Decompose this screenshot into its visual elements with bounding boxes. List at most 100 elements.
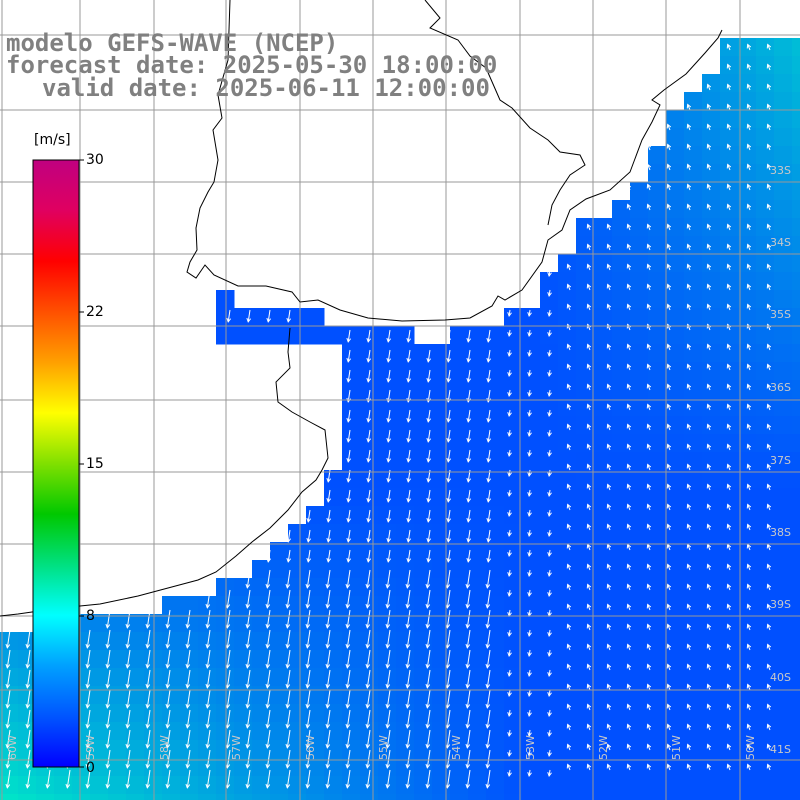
wind-arrow-head (606, 383, 612, 389)
wind-arrow-head (326, 477, 332, 483)
wind-cell (666, 794, 685, 800)
wind-arrow-head (365, 683, 371, 689)
wind-cell (738, 146, 757, 165)
wind-arrow-head (547, 532, 552, 537)
wind-arrow-head (346, 377, 352, 383)
wind-cell (90, 722, 109, 741)
wind-arrow-head (686, 103, 692, 109)
wind-cell (774, 200, 793, 219)
wind-cell (378, 506, 397, 525)
wind-arrow-head (25, 783, 31, 789)
wind-arrow-head (406, 337, 412, 343)
wind-cell (378, 686, 397, 705)
wind-cell (684, 740, 703, 759)
wind-cell (702, 506, 721, 525)
wind-cell (666, 146, 685, 165)
wind-cell (720, 164, 739, 183)
wind-cell (486, 776, 505, 795)
wind-arrow-head (646, 603, 652, 609)
wind-cell (486, 416, 505, 435)
wind-cell (684, 488, 703, 507)
wind-arrow-head (706, 763, 712, 769)
wind-arrow (306, 769, 311, 788)
wind-arrow-head (286, 317, 292, 323)
wind-arrow-head (385, 683, 391, 689)
wind-cell (144, 650, 163, 669)
wind-arrow-head (606, 603, 612, 609)
wind-arrow (347, 549, 351, 562)
wind-arrow (426, 749, 431, 768)
wind-arrow-head (626, 303, 632, 309)
wind-arrow-head (406, 357, 412, 363)
wind-arrow-head (345, 783, 351, 789)
wind-arrow (146, 689, 151, 708)
wind-arrow (26, 709, 31, 728)
wind-arrow (286, 569, 291, 588)
wind-arrow-head (205, 783, 211, 789)
wind-cell (684, 326, 703, 345)
wind-cell (396, 398, 415, 417)
wind-cell (720, 452, 739, 471)
wind-cell (594, 236, 613, 255)
wind-cell (378, 704, 397, 723)
wind-cell (630, 380, 649, 399)
wind-arrow-head (606, 303, 612, 309)
wind-cell (558, 326, 577, 345)
wind-arrow (367, 489, 371, 502)
wind-arrow (246, 609, 251, 628)
wind-arrow (346, 649, 351, 668)
wind-arrow-head (105, 623, 111, 629)
wind-cell (684, 92, 703, 111)
wind-cell (450, 362, 469, 381)
wind-cell (162, 758, 181, 777)
wind-arrow (366, 669, 371, 688)
wind-cell (270, 560, 289, 579)
wind-arrow-head (426, 517, 432, 523)
wind-arrow-head (626, 263, 632, 269)
wind-cell (576, 542, 595, 561)
wind-cell (234, 704, 253, 723)
wind-arrow-head (386, 337, 392, 343)
wind-arrow-head (666, 383, 672, 389)
wind-arrow (126, 689, 131, 708)
wind-arrow-head (125, 663, 131, 669)
wind-arrow (206, 669, 211, 688)
wind-arrow (467, 369, 471, 382)
wind-cell (684, 560, 703, 579)
wind-arrow-head (285, 643, 291, 649)
wind-cell (666, 128, 685, 147)
wind-arrow-head (345, 723, 351, 729)
wind-cell (252, 704, 271, 723)
wind-cell (486, 722, 505, 741)
wind-arrow-head (566, 683, 572, 689)
wind-cell (612, 632, 631, 651)
wind-cell (270, 794, 289, 800)
wind-cell (738, 794, 757, 800)
wind-cell (738, 668, 757, 687)
wind-arrow (446, 749, 451, 768)
wind-arrow-head (566, 363, 572, 369)
wind-cell (558, 776, 577, 795)
wind-cell (18, 686, 37, 705)
wind-arrow-head (766, 263, 772, 269)
wind-arrow (66, 769, 71, 788)
wind-cell (18, 794, 37, 800)
wind-arrow (86, 769, 91, 788)
wind-cell (414, 776, 433, 795)
wind-arrow-head (125, 643, 131, 649)
wind-arrow (126, 669, 131, 688)
wind-cell (738, 686, 757, 705)
wind-arrow (326, 729, 331, 748)
wind-cell (522, 362, 541, 381)
wind-cell (324, 542, 343, 561)
wind-arrow (166, 749, 171, 768)
wind-arrow (86, 689, 91, 708)
wind-arrow-head (646, 163, 652, 169)
wind-cell (774, 326, 793, 345)
wind-cell (720, 632, 739, 651)
wind-cell (252, 686, 271, 705)
wind-cell (288, 326, 307, 345)
wind-arrow (306, 589, 311, 608)
wind-cell (288, 650, 307, 669)
wind-cell (396, 614, 415, 633)
